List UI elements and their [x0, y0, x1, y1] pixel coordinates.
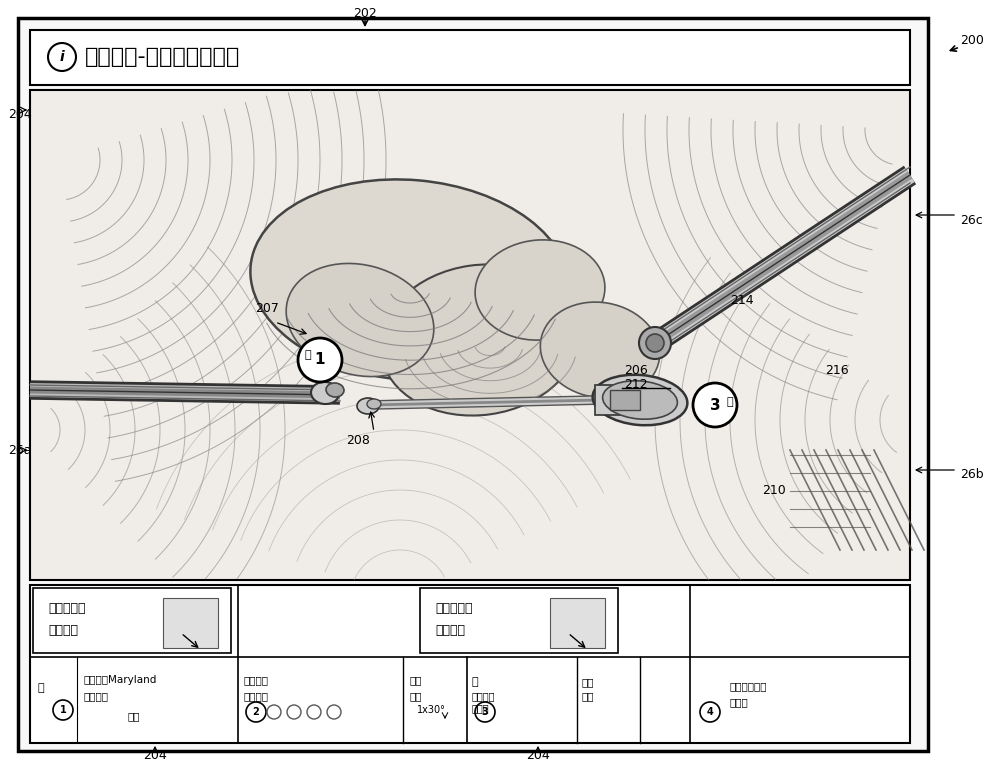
- Ellipse shape: [367, 399, 381, 409]
- Text: 关断: 关断: [409, 691, 422, 701]
- Text: 204: 204: [526, 749, 550, 762]
- Text: 26a: 26a: [8, 444, 32, 457]
- Text: 26c: 26c: [960, 214, 983, 227]
- Ellipse shape: [286, 264, 434, 377]
- Circle shape: [646, 334, 664, 352]
- Text: 1: 1: [315, 352, 325, 368]
- Ellipse shape: [311, 382, 339, 404]
- Circle shape: [267, 705, 281, 719]
- Text: 3: 3: [482, 707, 488, 717]
- Text: 206: 206: [624, 364, 648, 377]
- Text: 永久性烧: 永久性烧: [472, 691, 496, 701]
- Ellipse shape: [250, 179, 570, 381]
- Circle shape: [307, 705, 321, 719]
- Ellipse shape: [326, 383, 344, 397]
- Text: 两极: 两极: [127, 711, 140, 721]
- Text: 2: 2: [253, 707, 259, 717]
- Text: 匹配器械: 匹配器械: [48, 624, 78, 637]
- Bar: [610, 390, 640, 410]
- Circle shape: [53, 700, 73, 720]
- Bar: [33, 588, 231, 653]
- Text: 切割: 切割: [582, 677, 594, 687]
- Text: 右: 右: [727, 397, 733, 407]
- Text: 208: 208: [346, 434, 370, 447]
- Bar: [30, 585, 910, 743]
- Text: 左: 左: [305, 350, 311, 360]
- Text: 214: 214: [730, 294, 754, 307]
- Text: 202: 202: [353, 7, 377, 20]
- Circle shape: [327, 705, 341, 719]
- Text: 移动夹具以: 移动夹具以: [435, 601, 473, 614]
- Text: 212: 212: [624, 378, 648, 391]
- Circle shape: [298, 338, 342, 382]
- Text: 3: 3: [710, 398, 720, 412]
- Text: 试用软件-不用于人类使用: 试用软件-不用于人类使用: [85, 47, 240, 67]
- Text: 凝结: 凝结: [582, 691, 594, 701]
- Text: i: i: [60, 50, 64, 64]
- Text: 右: 右: [472, 677, 479, 687]
- Text: 手术锔: 手术锔: [730, 697, 749, 707]
- Text: 216: 216: [825, 364, 849, 377]
- Ellipse shape: [603, 381, 677, 419]
- Ellipse shape: [540, 302, 660, 398]
- Circle shape: [475, 702, 495, 722]
- Text: 激光: 激光: [409, 675, 422, 685]
- Text: 210: 210: [762, 484, 786, 497]
- Text: ）两极钓: ）两极钓: [83, 691, 108, 701]
- Text: 之前移除: 之前移除: [244, 691, 269, 701]
- Circle shape: [639, 327, 671, 359]
- Bar: [30, 30, 910, 85]
- Text: 207: 207: [255, 301, 279, 315]
- Text: 26b: 26b: [960, 468, 984, 481]
- Text: 204: 204: [143, 749, 167, 762]
- Ellipse shape: [593, 375, 687, 425]
- Text: 1x30°: 1x30°: [417, 705, 446, 715]
- Text: 1: 1: [60, 705, 66, 715]
- Ellipse shape: [475, 240, 605, 340]
- Bar: [420, 588, 618, 653]
- Bar: [163, 598, 218, 648]
- Circle shape: [287, 705, 301, 719]
- Text: 204: 204: [8, 108, 32, 122]
- Text: 移动桐子: 移动桐子: [244, 675, 269, 685]
- Circle shape: [693, 383, 737, 427]
- Text: 4: 4: [707, 707, 713, 717]
- Text: 200: 200: [960, 34, 984, 46]
- Text: 灼剖刀: 灼剖刀: [472, 703, 490, 713]
- Circle shape: [700, 702, 720, 722]
- Bar: [595, 385, 645, 415]
- Ellipse shape: [380, 265, 580, 415]
- Bar: [30, 90, 910, 580]
- Bar: [550, 598, 605, 648]
- Text: 黑金刚石微型: 黑金刚石微型: [730, 681, 768, 691]
- Text: 匹配器械: 匹配器械: [435, 624, 465, 637]
- Text: 马里兰（Maryland: 马里兰（Maryland: [83, 675, 156, 685]
- Ellipse shape: [357, 398, 379, 414]
- Circle shape: [246, 702, 266, 722]
- Circle shape: [48, 43, 76, 71]
- Text: 左: 左: [38, 683, 45, 693]
- Text: 移动夹具以: 移动夹具以: [48, 601, 86, 614]
